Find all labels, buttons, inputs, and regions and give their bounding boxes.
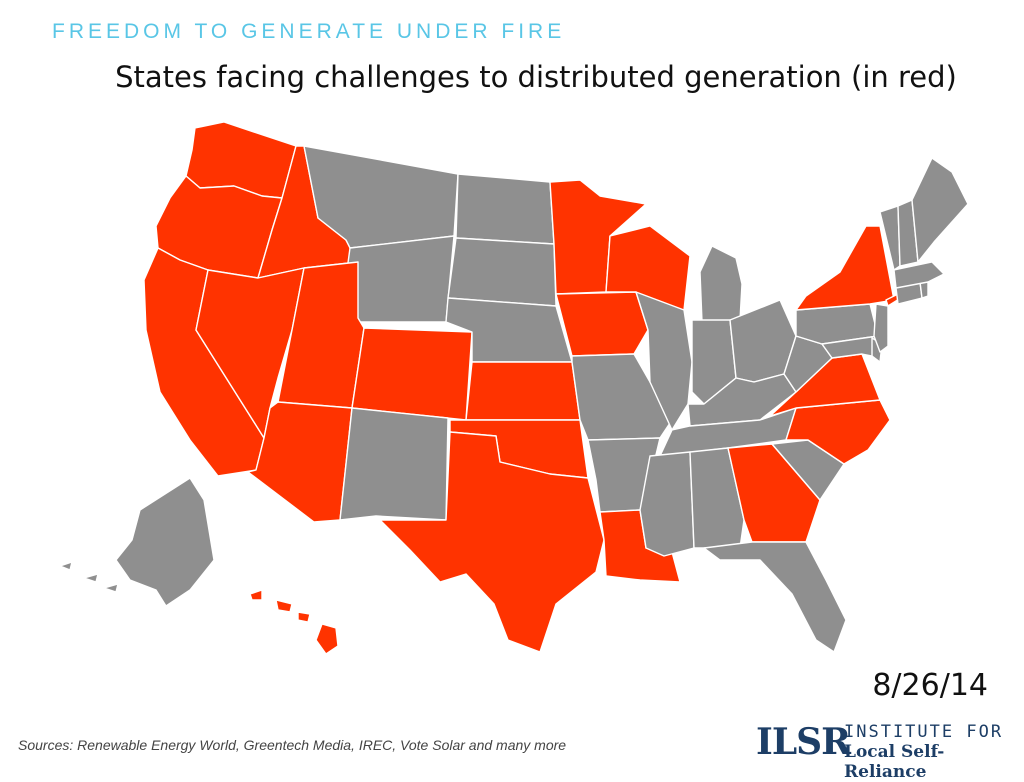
state-illinois	[635, 291, 693, 431]
state-rhode-island	[919, 281, 929, 299]
state-massachusetts	[893, 261, 945, 289]
ilsr-logo: ILSR INSTITUTE FOR Local Self-Reliance	[756, 720, 1006, 782]
state-alaska	[115, 477, 215, 607]
sources-note: Sources: Renewable Energy World, Greente…	[18, 737, 567, 753]
state-iowa	[555, 291, 649, 357]
state-south-dakota	[447, 237, 557, 307]
slide-title: States facing challenges to distributed …	[0, 60, 1024, 94]
slide-title-text: States facing challenges to distributed …	[115, 60, 957, 94]
state-mississippi	[639, 451, 695, 557]
state-alaska-part	[103, 583, 119, 593]
state-hawaii	[315, 623, 339, 655]
state-kansas	[465, 361, 581, 421]
kicker-heading: FREEDOM TO GENERATE UNDER FIRE	[52, 20, 566, 43]
state-new-york	[795, 225, 895, 311]
state-new-mexico	[339, 407, 449, 521]
logo-line-1: INSTITUTE FOR	[844, 722, 1004, 742]
state-florida	[703, 541, 847, 653]
state-hawaii-part	[275, 599, 293, 613]
logo-mark: ILSR	[756, 721, 851, 763]
state-alaska-part	[83, 573, 99, 583]
state-alaska-part	[59, 561, 73, 571]
state-maine	[911, 157, 969, 263]
state-california	[143, 247, 265, 477]
state-maryland	[821, 335, 879, 359]
state-new-jersey	[873, 303, 889, 353]
state-hawaii-part	[249, 589, 263, 601]
state-north-dakota	[455, 173, 555, 245]
state-nevada	[195, 267, 305, 439]
state-washington	[185, 121, 297, 199]
state-colorado	[351, 327, 473, 421]
state-texas	[379, 431, 605, 653]
date-label: 8/26/14	[872, 668, 988, 703]
state-hawaii-part	[297, 611, 311, 623]
state-michigan	[699, 245, 743, 323]
state-alabama	[689, 447, 745, 549]
logo-line-2: Local Self-Reliance	[844, 742, 945, 782]
